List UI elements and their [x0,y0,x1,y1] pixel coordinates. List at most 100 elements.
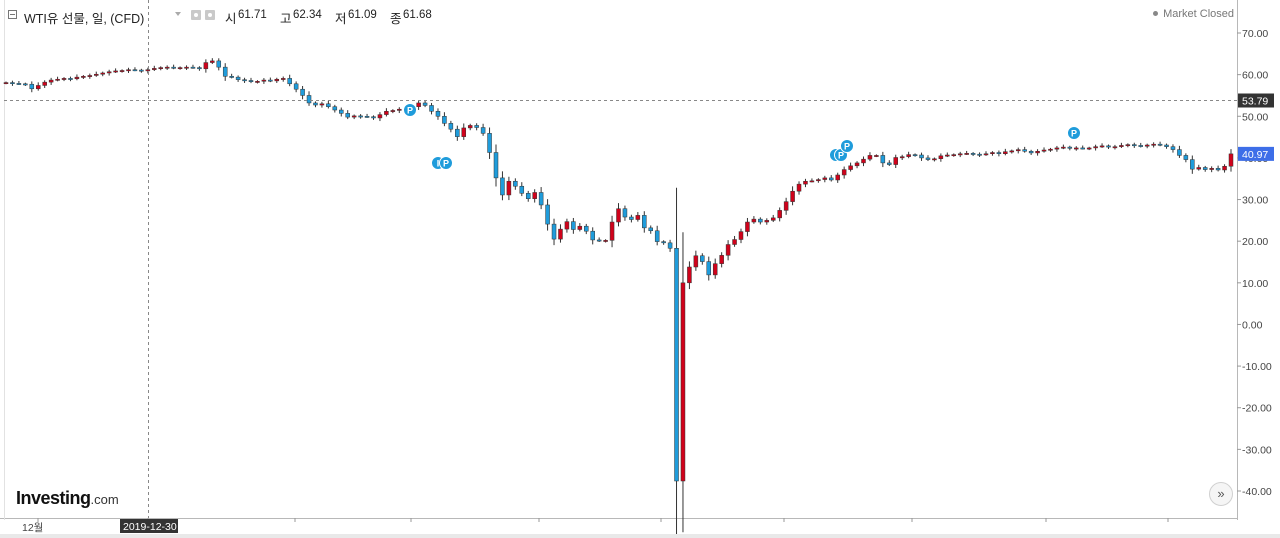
candle-body [603,240,608,242]
candle-body [493,152,499,179]
candle-body [590,230,595,241]
candle-body [732,239,737,245]
candle-body [332,106,338,111]
scroll-to-latest-button[interactable]: » [1209,482,1233,506]
candle-body [706,261,712,276]
indicator-icon[interactable] [205,10,215,20]
candle-body [416,102,421,107]
candle-body [293,83,299,90]
candle-body [487,133,492,153]
candle-body [422,102,428,106]
candle-body [1022,149,1027,152]
candle-body [1028,150,1034,154]
collapse-icon[interactable] [8,10,17,19]
candle-body [3,82,9,84]
candle-body [880,155,886,164]
candle-body [654,230,660,242]
candle-body [983,153,989,156]
candle-body [1202,167,1208,170]
candle-body [912,154,918,157]
candle-body [951,154,957,157]
candle-body [661,241,666,244]
candle-body [874,155,879,157]
y-tick-label: 0.00 [1242,319,1263,331]
candle-body [229,76,234,78]
candle-body [339,109,344,114]
candle-body [1132,144,1137,147]
y-tick-label: 20.00 [1242,236,1268,248]
candle-body [841,169,847,176]
candle-body [306,95,312,104]
candle-body [190,66,196,69]
last-price-box [1238,146,1274,161]
candle-body [377,114,383,119]
crosshair-value-box [1238,93,1274,108]
candle-body [1003,151,1008,154]
candle-body [1015,149,1021,152]
candle-body [132,69,138,72]
candle-body [990,152,995,154]
candle-body [1177,149,1182,156]
y-tick-label: 70.00 [1242,28,1268,40]
candle-body [861,158,866,164]
candle-body [274,78,280,82]
candle-body [442,116,447,124]
candle-body [513,180,518,187]
candle-body [158,67,163,70]
candle-body [848,165,853,170]
event-marker-label: P [407,106,413,116]
market-status-text: Market Closed [1163,8,1234,20]
candle-body [1196,167,1202,170]
candle-body [777,210,782,219]
candle-body [957,153,963,156]
candle-body [725,244,731,256]
candle-body [854,162,860,167]
open-label: 시 [225,12,237,26]
candle-body [61,78,67,80]
high-label: 고 [280,12,292,26]
candle-body [500,177,505,196]
close-label: 종 [390,12,402,26]
candle-body [551,223,557,240]
candle-body [242,79,247,82]
candle-body [119,70,125,72]
candle-body [319,103,325,106]
low-value: 61.09 [348,9,377,21]
candle-body [390,110,396,112]
candle-body [87,75,93,77]
settings-icon[interactable] [191,10,201,20]
candle-body [397,108,402,111]
last-price-label: 40.97 [1242,149,1268,161]
scroll-track[interactable] [0,534,1280,538]
candle-body [1170,146,1176,150]
open-value: 61.71 [238,9,267,21]
candle-body [977,153,982,156]
candle-body [622,208,628,218]
candle-body [1086,147,1092,150]
candle-body [94,73,99,76]
logo-suffix: .com [90,492,119,507]
candle-body [1157,143,1163,146]
chart-header: WTI유 선물, 일, (CFD) 시 61.71 고 62.34 저 61.0… [0,0,1000,30]
candle-body [113,70,118,73]
candle-body [74,76,80,80]
y-tick-label: 60.00 [1242,70,1268,82]
candle-body [751,218,757,223]
candle-body [197,67,202,70]
candle-body [506,180,512,196]
candle-body [429,105,434,112]
candle-body [919,154,924,159]
candle-body [616,208,621,223]
close-value: 61.68 [403,9,432,21]
candle-body [1106,145,1111,148]
status-dot-icon [1153,10,1159,16]
candle-body [171,66,176,69]
candle-body [81,76,86,78]
event-marker-icon [439,156,453,170]
candle-body [1119,145,1124,147]
candle-body [29,83,35,90]
logo-main: Investing [16,488,91,508]
candle-body [326,103,331,107]
chevron-down-icon[interactable] [175,12,181,16]
